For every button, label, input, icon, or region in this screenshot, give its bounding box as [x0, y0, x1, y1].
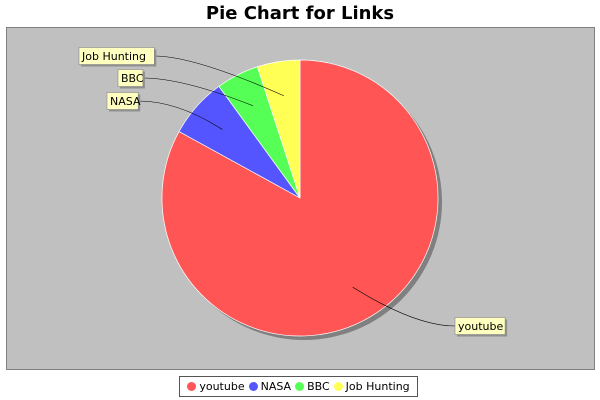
- pie-label-text: BBC: [121, 72, 144, 85]
- legend-label: Job Hunting: [345, 380, 410, 393]
- pie-label-bbc: BBC: [117, 69, 254, 107]
- pie-label-box: [106, 92, 139, 110]
- pie-slice-job-hunting[interactable]: [256, 59, 301, 199]
- pie-label-box: [454, 317, 506, 335]
- legend-swatch: [248, 382, 258, 391]
- pie-label-connector: [154, 55, 284, 97]
- pie-label-youtube: youtube: [352, 286, 508, 337]
- pie-label-text: NASA: [110, 95, 141, 108]
- legend-swatch: [333, 382, 343, 391]
- legend: youtube NASA BBC Job Hunting: [179, 376, 418, 397]
- pie-label-box: [117, 69, 144, 87]
- legend-label: NASA: [260, 380, 292, 393]
- pie-label-connector: [138, 100, 223, 130]
- legend-item-nasa: NASA: [248, 380, 292, 393]
- legend-swatch: [295, 382, 305, 391]
- chart-title: Pie Chart for Links: [205, 3, 395, 24]
- pie-slice-youtube[interactable]: [161, 59, 439, 337]
- pie-chart-svg: youtube NASA BBC Job Hunting: [78, 47, 508, 340]
- pie-label-text: Job Hunting: [81, 50, 146, 63]
- pie-label-connector: [352, 286, 456, 327]
- pie-label-text: youtube: [458, 320, 503, 333]
- legend-item-bbc: BBC: [295, 380, 330, 393]
- plot-area: youtube NASA BBC Job Hunting: [6, 27, 595, 370]
- legend-label: youtube: [199, 380, 245, 393]
- legend-label: BBC: [307, 380, 330, 393]
- pie-label-connector: [142, 77, 254, 107]
- legend-item-youtube: youtube: [187, 380, 245, 393]
- legend-swatch: [187, 382, 197, 391]
- pie-label-box: [78, 47, 155, 65]
- legend-item-job-hunting: Job Hunting: [333, 380, 410, 393]
- pie-label-nasa: NASA: [106, 92, 223, 130]
- pie-label-job-hunting: Job Hunting: [78, 47, 284, 97]
